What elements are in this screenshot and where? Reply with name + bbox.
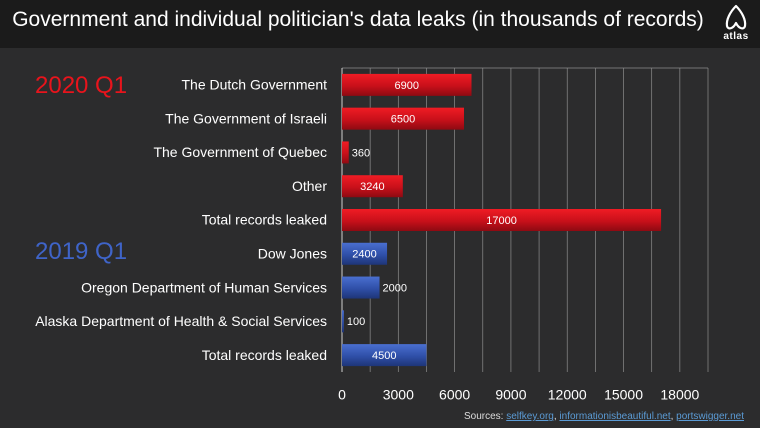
source-link-selfkey[interactable]: selfkey.org bbox=[506, 411, 554, 422]
x-tick-label: 3000 bbox=[383, 387, 414, 403]
category-label: The Government of Quebec bbox=[153, 144, 327, 160]
x-tick-label: 9000 bbox=[495, 387, 526, 403]
source-link-informationisbeautiful[interactable]: informationisbeautiful.net bbox=[559, 411, 671, 422]
x-axis-tick-labels: 0 3000 6000 9000 12000 15000 18000 bbox=[338, 387, 699, 403]
category-labels: The Dutch Government The Government of Is… bbox=[35, 77, 327, 363]
bar bbox=[342, 107, 464, 130]
category-label: Total records leaked bbox=[202, 347, 327, 363]
atlas-logo: atlas bbox=[716, 3, 756, 47]
data-label: 17000 bbox=[486, 215, 517, 227]
data-label: 3240 bbox=[360, 181, 384, 193]
x-tick-label: 15000 bbox=[604, 387, 643, 403]
data-label: 360 bbox=[352, 147, 370, 159]
category-label: The Dutch Government bbox=[181, 77, 327, 93]
data-label: 4500 bbox=[372, 350, 396, 362]
atlas-logo-icon bbox=[725, 4, 747, 30]
sources-note: Sources: selfkey.org, informationisbeaut… bbox=[463, 411, 744, 422]
bar bbox=[342, 141, 349, 164]
data-label: 2400 bbox=[352, 249, 376, 261]
category-label: Dow Jones bbox=[258, 245, 327, 261]
bar bbox=[342, 209, 662, 231]
category-label: The Government of Israeli bbox=[165, 110, 327, 126]
x-tick-label: 6000 bbox=[439, 387, 470, 403]
x-tick-label: 12000 bbox=[548, 387, 587, 403]
chart-title: Government and individual politician's d… bbox=[12, 8, 704, 31]
x-tick-label: 0 bbox=[338, 387, 346, 403]
data-label: 6500 bbox=[391, 114, 415, 126]
period-label-2020-q1: 2020 Q1 bbox=[35, 72, 128, 99]
data-label: 100 bbox=[347, 316, 365, 328]
atlas-logo-text: atlas bbox=[723, 31, 749, 42]
title-bar: Government and individual politician's d… bbox=[0, 0, 760, 48]
x-tick-label: 18000 bbox=[660, 387, 699, 403]
bar bbox=[342, 242, 388, 265]
bar bbox=[342, 310, 344, 333]
bar bbox=[342, 344, 427, 367]
bar bbox=[342, 276, 380, 299]
period-label-2019-q1: 2019 Q1 bbox=[35, 238, 128, 265]
category-label: Alaska Department of Health & Social Ser… bbox=[35, 313, 327, 329]
category-label: Oregon Department of Human Services bbox=[81, 279, 327, 295]
data-label: 2000 bbox=[383, 282, 407, 294]
bars: 6900 6500 360 3240 17000 2400 2000 100 4500 bbox=[342, 73, 662, 367]
source-link-portswigger[interactable]: portswigger.net bbox=[676, 411, 744, 422]
data-label: 6900 bbox=[395, 80, 419, 92]
category-label: Total records leaked bbox=[202, 212, 327, 228]
sources-prefix: Sources: bbox=[463, 411, 504, 422]
category-label: Other bbox=[292, 178, 327, 194]
bar bbox=[342, 73, 472, 96]
bar bbox=[342, 175, 403, 198]
